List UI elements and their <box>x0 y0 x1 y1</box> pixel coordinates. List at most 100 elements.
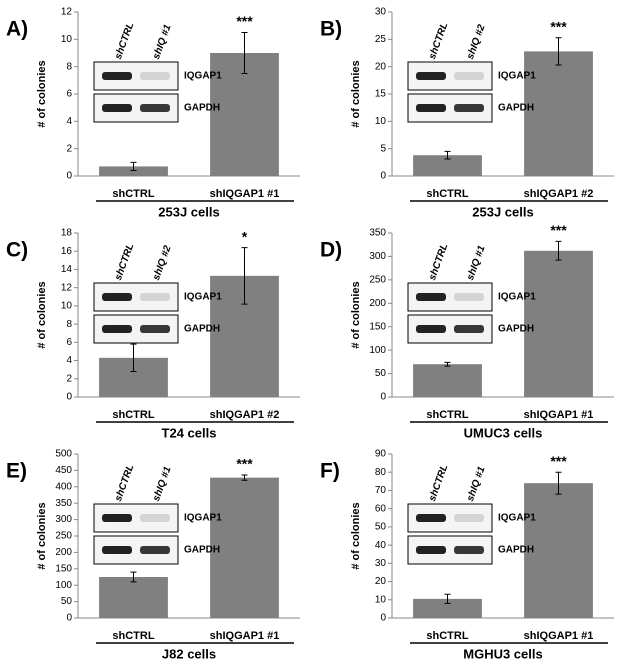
blot-box <box>93 61 179 91</box>
blot-band <box>102 72 132 80</box>
bar <box>99 577 168 618</box>
lane-label: shCTRL <box>427 463 450 503</box>
blot-label: GAPDH <box>184 103 220 114</box>
blot-label: GAPDH <box>498 545 534 556</box>
blot-band <box>454 546 484 554</box>
significance: * <box>242 228 248 244</box>
x-axis-label: T24 cells <box>162 425 217 440</box>
blot-label: GAPDH <box>498 324 534 335</box>
blot-label: IQGAP1 <box>498 71 536 82</box>
blot-band <box>140 325 170 333</box>
y-tick-label: 0 <box>380 613 386 624</box>
blot-band <box>454 104 484 112</box>
lane-label: shIQ #1 <box>465 465 488 503</box>
y-tick-label: 70 <box>375 485 387 496</box>
y-tick-label: 50 <box>61 596 73 607</box>
y-tick-label: 0 <box>66 171 72 182</box>
blot-band <box>454 514 484 522</box>
y-tick-label: 30 <box>375 7 387 18</box>
x-tick-label: shCTRL <box>426 630 468 642</box>
x-tick-label: shIQGAP1 #2 <box>210 409 280 421</box>
lane-label: shCTRL <box>113 242 136 282</box>
blot-band <box>416 293 446 301</box>
y-tick-label: 0 <box>66 392 72 403</box>
bar <box>99 166 168 176</box>
panel-label: E) <box>6 460 27 483</box>
panel-label: D) <box>320 239 342 262</box>
error-bar <box>130 343 137 372</box>
y-tick-label: 60 <box>375 503 387 514</box>
significance: *** <box>550 453 567 469</box>
y-tick-label: 40 <box>375 540 387 551</box>
bar <box>524 483 593 618</box>
y-tick-label: 4 <box>66 355 72 366</box>
bar <box>413 155 482 176</box>
bar <box>524 250 593 397</box>
y-tick-label: 8 <box>66 61 72 72</box>
blot-band <box>416 104 446 112</box>
error-bar <box>555 37 562 66</box>
x-axis-label: 253J cells <box>158 204 219 219</box>
y-tick-label: 25 <box>375 34 387 45</box>
y-tick-label: 2 <box>66 373 72 384</box>
y-tick-label: 0 <box>380 392 386 403</box>
significance: *** <box>236 456 253 472</box>
x-tick-label: shCTRL <box>426 409 468 421</box>
x-tick-label: shCTRL <box>426 188 468 200</box>
y-tick-label: 12 <box>61 282 73 293</box>
y-tick-label: 200 <box>55 547 72 558</box>
error-bar <box>444 361 451 367</box>
y-tick-label: 250 <box>369 274 386 285</box>
y-tick-label: 12 <box>61 7 73 18</box>
y-tick-label: 80 <box>375 467 387 478</box>
y-tick-label: 15 <box>375 89 387 100</box>
x-tick-label: shCTRL <box>112 188 154 200</box>
lane-label: shIQ #1 <box>151 23 174 61</box>
blot-label: IQGAP1 <box>184 292 222 303</box>
lane-label: shIQ #2 <box>465 23 488 61</box>
blot-band <box>140 104 170 112</box>
y-tick-label: 14 <box>61 264 73 275</box>
y-tick-label: 400 <box>55 481 72 492</box>
lane-label: shCTRL <box>427 21 450 61</box>
y-tick-label: 90 <box>375 449 387 460</box>
error-bar <box>241 247 248 305</box>
error-bar <box>555 471 562 495</box>
x-axis-label: J82 cells <box>162 646 216 661</box>
blot-label: IQGAP1 <box>184 513 222 524</box>
panel-label: C) <box>6 239 28 262</box>
error-bar <box>241 32 248 74</box>
panel-label: F) <box>320 460 340 483</box>
error-bar <box>130 161 137 172</box>
panel-label: B) <box>320 18 342 41</box>
y-tick-label: 200 <box>369 298 386 309</box>
bar <box>413 364 482 397</box>
y-tick-label: 8 <box>66 319 72 330</box>
error-bar <box>241 474 248 481</box>
y-tick-label: 100 <box>55 580 72 591</box>
blot-band <box>454 325 484 333</box>
y-tick-label: 150 <box>369 321 386 332</box>
y-tick-label: 16 <box>61 246 73 257</box>
lane-label: shCTRL <box>113 21 136 61</box>
x-tick-label: shCTRL <box>112 409 154 421</box>
lane-label: shIQ #1 <box>465 244 488 282</box>
blot-band <box>140 72 170 80</box>
blot-band <box>102 293 132 301</box>
bar <box>210 477 279 618</box>
error-bar <box>444 593 451 604</box>
blot-band <box>140 293 170 301</box>
y-axis-label: # of colonies <box>36 60 48 127</box>
x-axis-label: UMUC3 cells <box>464 425 543 440</box>
x-tick-label: shCTRL <box>112 630 154 642</box>
bar <box>413 598 482 618</box>
blot-band <box>102 546 132 554</box>
blot-band <box>140 546 170 554</box>
y-tick-label: 0 <box>380 171 386 182</box>
significance: *** <box>550 18 567 34</box>
y-tick-label: 20 <box>375 61 387 72</box>
x-tick-label: shIQGAP1 #1 <box>210 188 280 200</box>
y-tick-label: 18 <box>61 228 73 239</box>
y-axis-label: # of colonies <box>36 281 48 348</box>
